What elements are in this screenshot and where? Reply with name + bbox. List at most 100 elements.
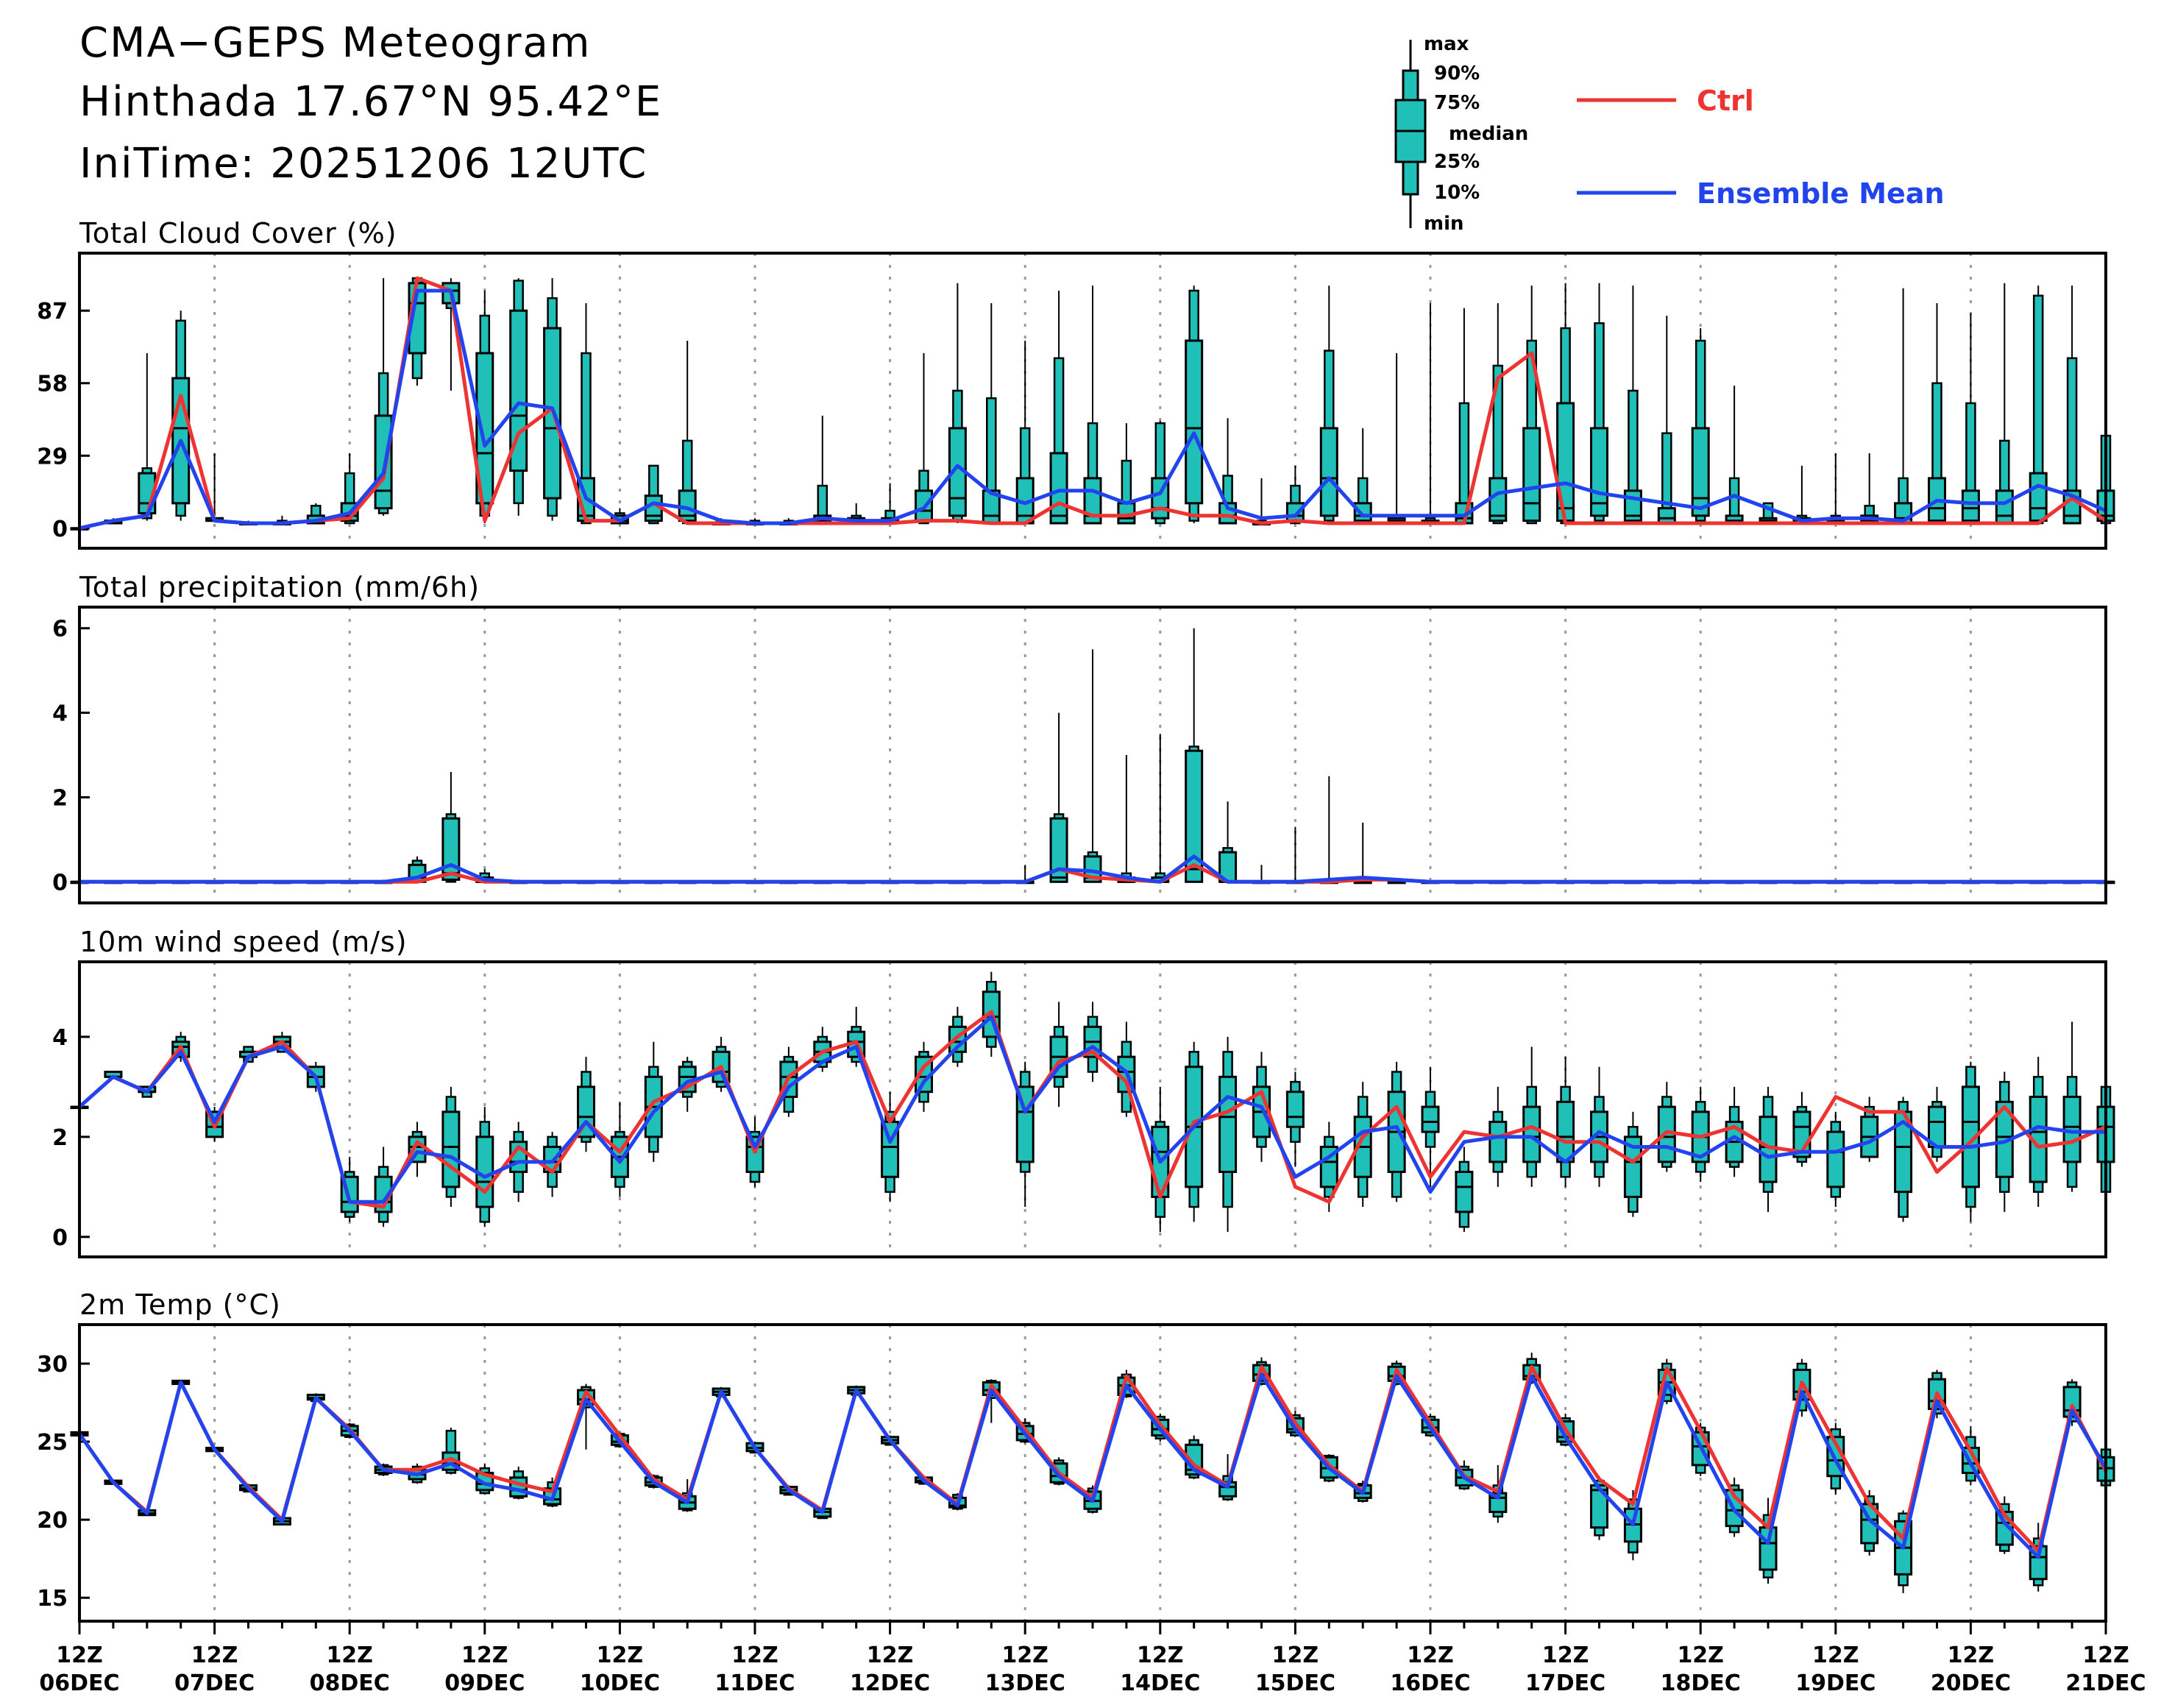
y-tick-label: 2	[52, 785, 68, 811]
panel-frame	[78, 960, 2107, 1258]
x-tick-date-label: 15DEC	[1255, 1670, 1335, 1696]
y-tick-label: 4	[52, 701, 68, 727]
panel-title: 2m Temp (°C)	[79, 1289, 281, 1321]
x-tick-date-label: 17DEC	[1525, 1670, 1605, 1696]
legend-box-label: 25%	[1434, 151, 1480, 173]
box-inner	[1826, 1130, 1845, 1188]
init-time: IniTime: 20251206 12UTC	[79, 140, 648, 188]
x-tick-date-label: 21DEC	[2065, 1670, 2146, 1696]
x-tick-date-label: 16DEC	[1390, 1670, 1470, 1696]
box-inner	[1218, 1075, 1238, 1173]
x-tick-hour-label: 12Z	[597, 1643, 644, 1668]
panel-title: Total Cloud Cover (%)	[79, 217, 397, 249]
ctrl-line	[79, 276, 2107, 531]
legend: max 90% 75% median 25% 10% min Ctrl Ensemble Mea…	[1394, 33, 1945, 235]
x-tick-hour-label: 12Z	[867, 1643, 914, 1668]
box-inner	[1623, 1135, 1642, 1198]
box-inner	[1455, 1170, 1474, 1213]
y-tick-label: 25	[37, 1430, 68, 1456]
y-tick-label: 30	[37, 1352, 68, 1378]
x-tick-hour-label: 12Z	[1001, 1643, 1048, 1668]
x-tick-hour-label: 12Z	[2082, 1643, 2129, 1668]
box-inner	[1522, 427, 1541, 522]
y-tick-label: 58	[37, 372, 68, 397]
legend-box-label: 75%	[1434, 92, 1480, 114]
legend-box-label: 10%	[1434, 182, 1480, 204]
y-tick-label: 87	[37, 299, 68, 325]
x-tick-hour-label: 12Z	[191, 1643, 238, 1668]
x-tick-hour-label: 12Z	[1948, 1643, 1995, 1668]
panel-0: Total Cloud Cover (%) 0 29 58 87	[37, 217, 2115, 550]
box-inner	[1657, 507, 1676, 525]
x-tick-date-label: 11DEC	[714, 1670, 795, 1696]
box-inner	[441, 1110, 461, 1188]
box-inner	[1185, 749, 1204, 883]
chart-title: CMA−GEPS Meteogram	[79, 19, 592, 67]
box-inner	[1488, 477, 1508, 522]
x-axis: 12Z06DEC12Z07DEC12Z08DEC12Z09DEC12Z10DEC…	[39, 1621, 2146, 1696]
box-inner	[1995, 489, 2014, 525]
x-tick-date-label: 09DEC	[444, 1670, 525, 1696]
box-inner	[1961, 489, 1980, 522]
box-inner	[1285, 1091, 1305, 1128]
legend-ctrl-label: Ctrl	[1697, 85, 1754, 117]
x-tick-hour-label: 12Z	[326, 1643, 373, 1668]
ensemble-mean-line	[78, 1015, 2106, 1204]
panels: Total Cloud Cover (%) 0 29 58 87 Total precip…	[37, 217, 2115, 1623]
y-tick-label: 0	[52, 870, 68, 896]
box-inner	[1049, 817, 1068, 883]
box-inner	[1590, 1484, 1608, 1529]
box-inner	[1556, 1100, 1575, 1163]
x-tick-date-label: 06DEC	[39, 1670, 119, 1696]
box-inner	[1691, 427, 1710, 517]
box-inner	[1049, 452, 1068, 525]
x-tick-hour-label: 12Z	[461, 1643, 508, 1668]
y-tick-label: 29	[37, 444, 68, 469]
ensemble-mean-line	[79, 288, 2107, 531]
box-inner	[2029, 472, 2048, 522]
panel-title: 10m wind speed (m/s)	[79, 926, 408, 958]
x-tick-date-label: 13DEC	[985, 1670, 1065, 1696]
box-inner	[475, 352, 494, 505]
box-inner	[1319, 1145, 1338, 1188]
y-tick-label: 15	[37, 1586, 68, 1612]
x-tick-hour-label: 12Z	[731, 1643, 778, 1668]
x-tick-hour-label: 12Z	[1272, 1643, 1319, 1668]
legend-box-label: median	[1449, 123, 1528, 145]
y-tick-label: 20	[37, 1508, 68, 1534]
x-tick-hour-label: 12Z	[56, 1643, 103, 1668]
x-tick-hour-label: 12Z	[1137, 1643, 1184, 1668]
panel-frame	[78, 606, 2107, 904]
station-location: Hinthada 17.67°N 95.42°E	[79, 78, 663, 126]
y-tick-label: 6	[52, 617, 68, 642]
legend-box-label: min	[1424, 213, 1464, 235]
panel-frame	[78, 252, 2107, 550]
x-tick-date-label: 12DEC	[850, 1670, 930, 1696]
legend-box-label: 90%	[1434, 63, 1480, 85]
y-tick-label: 0	[52, 517, 68, 542]
box-inner	[1961, 1085, 1980, 1188]
x-tick-date-label: 20DEC	[1931, 1670, 2011, 1696]
x-tick-date-label: 18DEC	[1661, 1670, 1741, 1696]
box-inner	[1319, 427, 1338, 517]
x-tick-date-label: 14DEC	[1120, 1670, 1200, 1696]
x-tick-date-label: 08DEC	[310, 1670, 390, 1696]
y-tick-label: 0	[52, 1225, 68, 1251]
panel-2: 10m wind speed (m/s) 0 2 4	[52, 926, 2115, 1258]
panel-title: Total precipitation (mm/6h)	[79, 571, 480, 603]
x-tick-hour-label: 12Z	[1677, 1643, 1724, 1668]
x-tick-date-label: 07DEC	[174, 1670, 255, 1696]
y-tick-label: 2	[52, 1125, 68, 1151]
box-inner	[1522, 1105, 1541, 1163]
x-tick-date-label: 10DEC	[580, 1670, 660, 1696]
legend-box-label: max	[1424, 33, 1469, 55]
x-tick-hour-label: 12Z	[1812, 1643, 1859, 1668]
x-tick-hour-label: 12Z	[1542, 1643, 1589, 1668]
box-inner	[1185, 339, 1204, 505]
ctrl-line	[78, 1010, 2107, 1209]
box-inner	[1759, 1526, 1778, 1571]
x-tick-date-label: 19DEC	[1795, 1670, 1876, 1696]
box-inner	[374, 414, 393, 510]
ensemble-mean-line	[77, 1372, 2108, 1559]
